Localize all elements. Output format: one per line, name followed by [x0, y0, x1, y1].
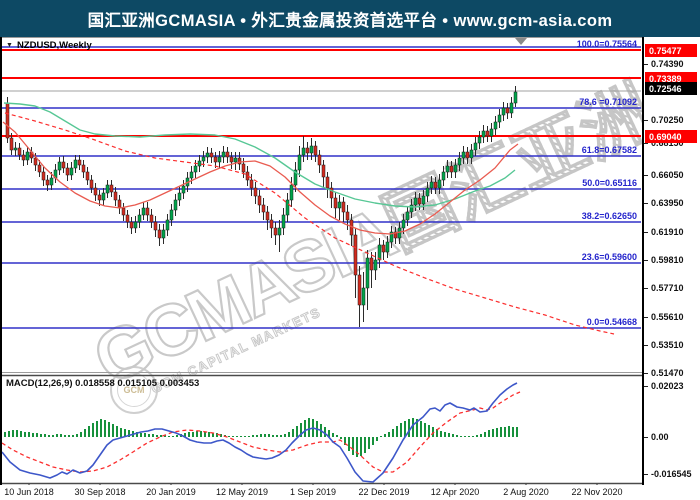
- price-axis-box-red: 0.69040: [645, 130, 697, 143]
- price-axis-label: 0.63950: [651, 198, 684, 208]
- date-axis-label: 2 Aug 2020: [503, 487, 549, 497]
- price-axis[interactable]: 0.74390 0.70250 0.68150 0.66050 0.63950 0.619…: [642, 37, 700, 485]
- date-axis-label: 12 May 2019: [215, 487, 269, 497]
- banner-text: 国汇亚洲GCMASIA • 外汇贵金属投资首选平台 • www.gcm-asia…: [87, 11, 613, 30]
- price-axis-tick: [644, 120, 648, 121]
- brand-banner: 国汇亚洲GCMASIA • 外汇贵金属投资首选平台 • www.gcm-asia…: [0, 0, 700, 37]
- price-axis-label: 0.70250: [651, 115, 684, 125]
- fib-level-label: 61.8=0.67582: [581, 145, 637, 155]
- date-axis-label: 30 Sep 2018: [74, 487, 126, 497]
- chart-area: GCM GCM CAPITAL MARKETS GCMASIA国汇亚洲 ▼ NZ…: [0, 37, 642, 500]
- macd-pane: [1, 382, 521, 483]
- macd-indicator-label: MACD(12,26,9) 0.018558 0.015105 0.003453: [6, 378, 200, 389]
- horizontal-price-lines: [0, 49, 641, 137]
- price-axis-tick: [644, 373, 648, 374]
- price-axis-box-red: 0.73389: [645, 72, 697, 85]
- price-axis-label: 0.61910: [651, 227, 684, 237]
- price-axis-label: 0.51470: [651, 368, 684, 378]
- price-axis-box-red: 0.75477: [645, 44, 697, 57]
- fib-level-label: 78.6 =0.71092: [579, 97, 637, 107]
- chevron-down-icon: ▼: [6, 42, 13, 49]
- price-axis-label: 0.68150: [651, 138, 684, 148]
- macd-axis-label: 0.02023: [651, 381, 684, 391]
- price-axis-tick: [644, 474, 648, 475]
- price-axis-label: 0.55610: [651, 312, 684, 322]
- date-axis-label: 12 Apr 2020: [430, 487, 480, 497]
- price-axis-tick: [644, 317, 648, 318]
- price-axis-tick: [644, 64, 648, 65]
- date-axis-label: 22 Dec 2019: [358, 487, 410, 497]
- price-axis-tick: [644, 232, 648, 233]
- price-axis-label: 0.57710: [651, 283, 684, 293]
- price-axis-tick: [644, 143, 648, 144]
- candlesticks: [5, 86, 518, 327]
- price-axis-tick: [644, 437, 648, 438]
- price-axis-label: 0.66050: [651, 170, 684, 180]
- date-axis-label: 22 Nov 2020: [571, 487, 623, 497]
- price-axis-label: 0.53510: [651, 340, 684, 350]
- price-axis-tick: [644, 288, 648, 289]
- fib-level-label: 38.2=0.62650: [581, 211, 637, 221]
- price-axis-tick: [644, 386, 648, 387]
- date-axis-label: 10 Jun 2018: [4, 487, 54, 497]
- symbol-title: ▼ NZDUSD,Weekly: [6, 40, 92, 51]
- date-axis-label: 20 Jan 2019: [146, 487, 196, 497]
- price-axis-tick: [644, 175, 648, 176]
- price-axis-tick: [644, 203, 648, 204]
- price-axis-box-black: 0.72546: [645, 82, 697, 95]
- symbol-title-label: NZDUSD,Weekly: [16, 40, 92, 51]
- date-axis[interactable]: 10 Jun 2018 30 Sep 2018 20 Jan 2019 12 May …: [0, 485, 700, 500]
- date-axis-label: 1 Sep 2019: [289, 487, 337, 497]
- fib-level-label: 23.6=0.59600: [581, 252, 637, 262]
- price-axis-tick: [644, 260, 648, 261]
- price-axis-label: 0.59810: [651, 255, 684, 265]
- price-axis-label: 0.74390: [651, 59, 684, 69]
- macd-axis-label: -0.016545: [651, 469, 692, 479]
- fib-level-label: 50.0=0.65116: [582, 178, 637, 188]
- moving-averages: [2, 102, 615, 335]
- price-axis-tick: [644, 345, 648, 346]
- fib-level-label: 100.0=0.75564: [576, 39, 637, 49]
- chart-frame: [0, 37, 642, 488]
- fib-retracement-lines: [2, 46, 641, 329]
- fib-level-label: 0.0=0.54668: [586, 317, 637, 327]
- macd-axis-label: 0.00: [651, 432, 669, 442]
- chart-canvas[interactable]: [0, 37, 642, 500]
